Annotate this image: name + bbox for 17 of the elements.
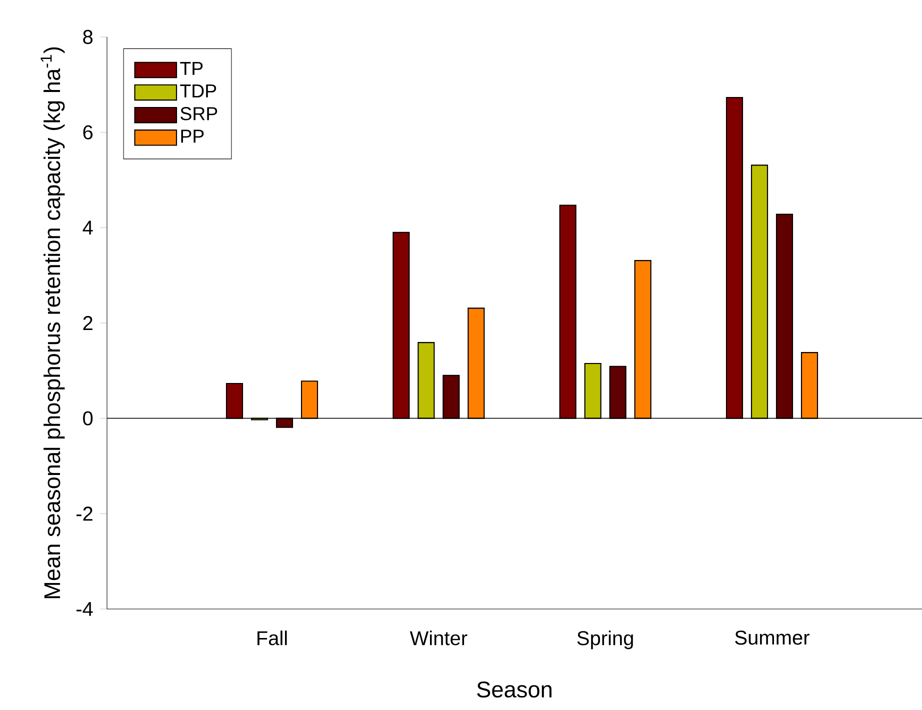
y-tick-label: -2 — [76, 506, 92, 521]
y-tick-label: 0 — [83, 411, 93, 426]
legend-label: PP — [181, 130, 204, 143]
x-tick-label: Summer — [735, 630, 810, 645]
legend-label: TDP — [180, 84, 216, 98]
x-tick-label: Spring — [577, 630, 633, 650]
y-tick-label: 4 — [82, 220, 93, 235]
x-tick-label: Winter — [410, 630, 468, 646]
x-axis-title: Season — [477, 681, 552, 698]
y-axis-title: Mean seasonal phosphorus retention capacity (kg ha$^{-1}$) — [40, 47, 65, 598]
y-tick-label: -4 — [76, 602, 93, 616]
legend-label: TP — [180, 62, 203, 75]
x-tick-label: Fall — [258, 630, 287, 646]
y-tick-label: 2 — [83, 316, 92, 330]
y-tick-label: 6 — [83, 125, 93, 140]
y-tick-label: 8 — [83, 30, 93, 44]
legend-label: SRP — [180, 107, 218, 120]
